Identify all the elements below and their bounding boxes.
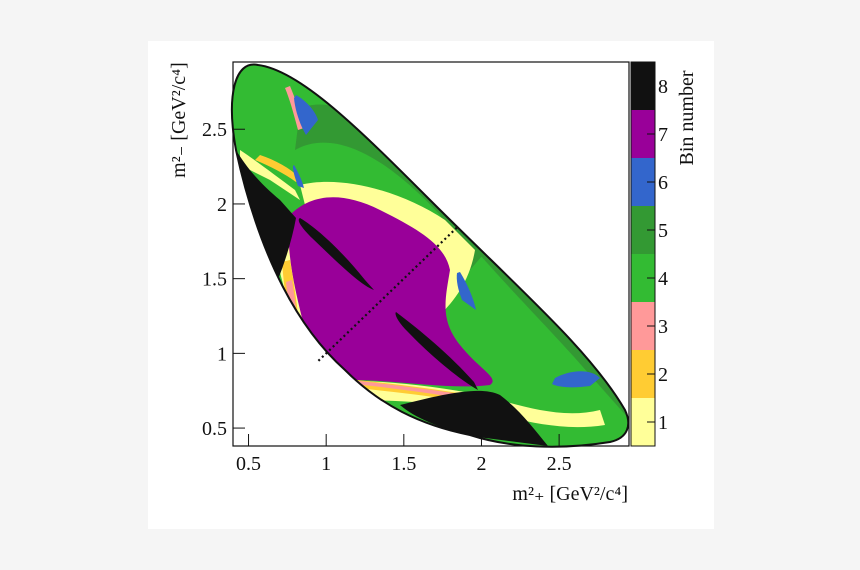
y-axis: 0.5 1 1.5 2 2.5 — [202, 119, 245, 440]
y-tick-label-0: 0.5 — [202, 418, 227, 440]
x-axis-title: m²₊ [GeV²/c⁴] — [512, 483, 628, 505]
bin-region-6-lower-right — [552, 371, 600, 388]
y-tick-label-4: 2.5 — [202, 119, 227, 141]
bin-region-8-ellipse-upper — [298, 218, 374, 290]
x-tick-label-0: 0.5 — [236, 453, 261, 475]
y-tick-label-2: 1.5 — [202, 269, 227, 291]
colorbar-frame — [630, 61, 656, 447]
bin-region-8-left — [236, 150, 296, 282]
colorbar-tick-label-4: 5 — [658, 220, 668, 242]
bin-region-6-right — [456, 272, 476, 310]
bin-region-6-mid — [293, 165, 304, 188]
colorbar-tick-label-2: 3 — [658, 316, 668, 338]
bin-region-8-ellipse-lower — [395, 312, 478, 390]
colorbar-title: Bin number — [676, 70, 698, 165]
bin-region-3-lower — [340, 379, 460, 398]
x-tick-label-1: 1 — [321, 453, 331, 475]
bin-region-8-lower — [400, 390, 548, 446]
colorbar-tick-label-5: 6 — [658, 172, 668, 194]
x-tick-label-2: 1.5 — [391, 453, 416, 475]
bin-region-1-left — [240, 150, 300, 200]
y-axis-title: m²₋ [GeV²/c⁴] — [168, 62, 190, 178]
bin-region-6-top — [294, 95, 318, 135]
x-axis: 0.5 1 1.5 2 2.5 — [236, 434, 572, 475]
colorbar-tick-label-1: 2 — [658, 364, 668, 386]
colorbar-tick-label-3: 4 — [658, 268, 668, 290]
y-tick-label-3: 2 — [217, 194, 227, 216]
bin-region-2-upper — [255, 155, 300, 182]
x-tick-label-4: 2.5 — [547, 453, 572, 475]
diagonal-line — [317, 225, 459, 362]
colorbar-tick-label-0: 1 — [658, 412, 668, 434]
colorbar-tick-label-7: 8 — [658, 76, 668, 98]
colorbar-tick-label-6: 7 — [658, 124, 668, 146]
colorbar: 1 2 3 4 5 6 7 8 — [631, 62, 668, 446]
x-tick-label-3: 2 — [476, 453, 486, 475]
y-tick-label-1: 1 — [217, 343, 227, 365]
